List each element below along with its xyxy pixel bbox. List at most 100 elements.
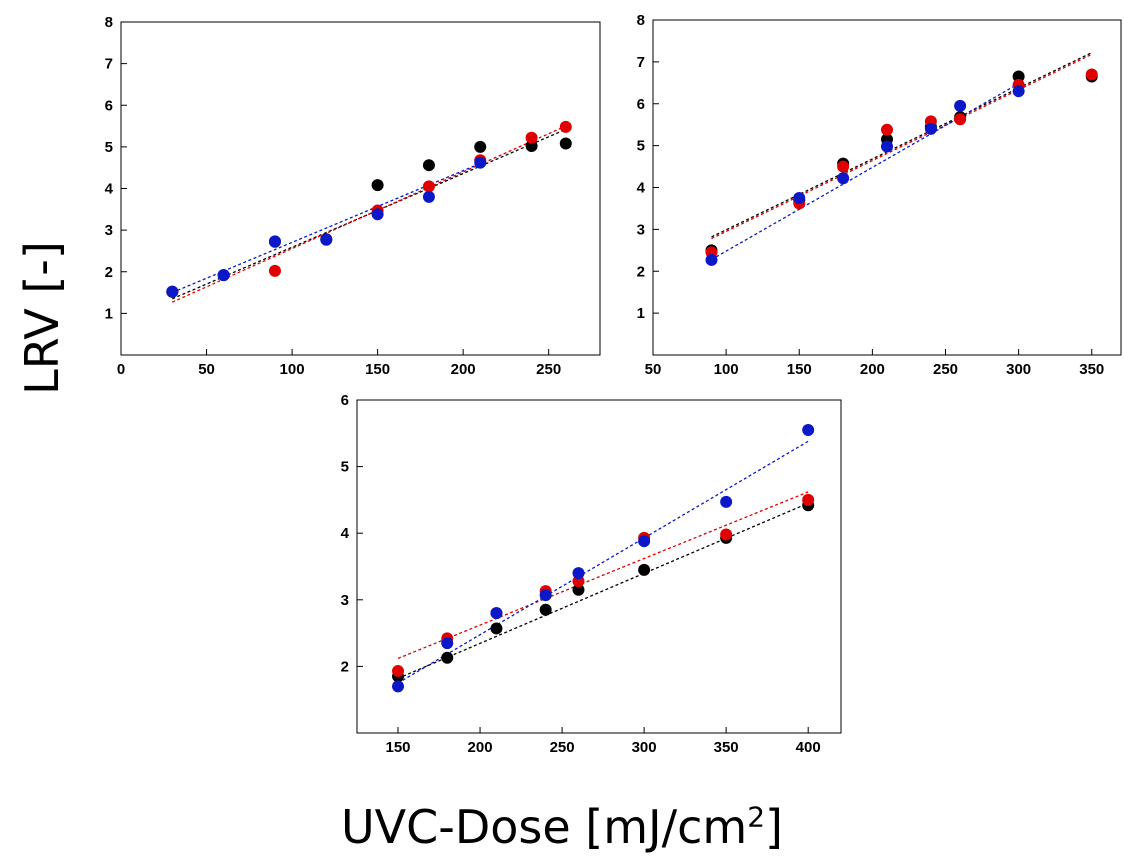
x-tick-label: 50 xyxy=(645,361,662,378)
y-tick-label: 2 xyxy=(637,263,645,280)
data-point-blue xyxy=(539,589,552,602)
data-point-blue xyxy=(268,235,281,248)
data-point-red xyxy=(881,123,893,136)
data-point-blue xyxy=(1012,85,1025,98)
data-point-red xyxy=(837,160,850,173)
y-tick-label: 5 xyxy=(341,459,349,476)
data-point-blue xyxy=(837,172,850,185)
chart-panel-3: 150 200 250 300 350 400 2 3 4 5 6 xyxy=(341,392,842,756)
y-tick-label: 5 xyxy=(637,138,645,155)
fit-line-red xyxy=(711,53,1093,240)
y-tick-label: 1 xyxy=(637,305,645,322)
data-point-blue xyxy=(924,122,937,135)
x-tick-label: 300 xyxy=(632,739,657,756)
fit-line-red xyxy=(397,491,809,660)
y-tick-label: 8 xyxy=(637,12,645,29)
data-point-red xyxy=(802,493,815,506)
y-tick-label: 2 xyxy=(105,264,113,281)
data-point-red xyxy=(422,180,435,193)
x-tick-label: 250 xyxy=(536,361,561,378)
y-tick-label: 4 xyxy=(341,525,350,542)
data-point-red xyxy=(559,120,572,133)
data-point-black xyxy=(474,140,487,153)
x-tick-label: 100 xyxy=(714,361,739,378)
fit-line-red xyxy=(172,125,567,303)
data-point-black xyxy=(1012,70,1025,83)
y-tick-label: 7 xyxy=(637,54,645,71)
x-tick-label: 200 xyxy=(468,739,493,756)
data-point-blue xyxy=(422,190,435,203)
data-point-black xyxy=(525,140,538,153)
y-tick-label: 6 xyxy=(637,96,645,113)
data-point-blue xyxy=(441,637,454,650)
plot-frame xyxy=(356,399,842,734)
x-axis-label: UVC-Dose [mJ/cm2] xyxy=(0,800,1124,854)
fit-line-blue xyxy=(397,440,809,684)
x-tick-label: 200 xyxy=(451,361,476,378)
fit-line-black xyxy=(711,52,1093,238)
x-tick-label: 200 xyxy=(860,361,885,378)
data-point-blue xyxy=(705,253,718,266)
y-tick-label: 5 xyxy=(105,139,113,156)
data-point-black xyxy=(539,603,552,616)
y-tick-label: 6 xyxy=(341,392,349,409)
x-tick-label: 150 xyxy=(386,739,411,756)
data-point-red xyxy=(392,665,405,678)
data-point-red xyxy=(954,113,967,126)
y-tick-label: 4 xyxy=(637,180,646,197)
plot-frame xyxy=(120,21,601,356)
fit-line-black xyxy=(397,502,809,679)
y-tick-label: 3 xyxy=(637,221,645,238)
y-tick-label: 3 xyxy=(341,592,349,609)
data-point-blue xyxy=(490,607,503,620)
data-point-blue xyxy=(320,233,333,246)
plot-frame xyxy=(652,19,1122,356)
data-point-black xyxy=(371,179,384,192)
data-point-blue xyxy=(217,269,230,282)
x-tick-label: 50 xyxy=(198,361,215,378)
data-point-blue xyxy=(572,567,585,580)
data-point-blue xyxy=(638,535,651,548)
data-point-black xyxy=(422,159,435,172)
data-point-red xyxy=(268,264,281,277)
data-point-black xyxy=(559,137,572,150)
x-tick-label: 400 xyxy=(796,739,821,756)
data-point-blue xyxy=(474,156,487,169)
x-tick-label: 100 xyxy=(280,361,305,378)
x-tick-label: 250 xyxy=(933,361,958,378)
data-point-red xyxy=(525,131,538,144)
y-tick-label: 8 xyxy=(105,14,113,31)
data-point-blue xyxy=(392,680,405,693)
data-point-red xyxy=(720,528,733,541)
x-axis-label-text: UVC-Dose [mJ/cm xyxy=(340,800,748,854)
chart-panel-1: 0 50 100 150 200 250 1 2 3 4 5 6 7 8 xyxy=(105,14,601,378)
chart-panel-2: 50 100 150 200 250 300 350 1 2 3 4 5 6 7 8 xyxy=(637,12,1122,378)
data-point-black xyxy=(638,563,651,576)
y-tick-label: 3 xyxy=(105,222,113,239)
data-point-blue xyxy=(793,191,806,204)
data-point-blue xyxy=(371,208,384,221)
data-point-black xyxy=(572,583,585,596)
x-tick-label: 250 xyxy=(550,739,575,756)
y-axis-label-text: LRV [-] xyxy=(15,241,69,395)
data-point-black xyxy=(490,622,503,635)
y-tick-label: 2 xyxy=(341,658,349,675)
x-tick-label: 150 xyxy=(365,361,390,378)
data-point-red xyxy=(1085,68,1098,81)
data-point-black xyxy=(441,651,454,664)
x-axis-label-superscript: 2 xyxy=(747,800,766,834)
data-point-blue xyxy=(166,285,179,298)
data-point-blue xyxy=(720,495,733,508)
y-tick-label: 6 xyxy=(105,97,113,114)
x-axis-label-suffix: ] xyxy=(765,800,783,854)
x-tick-label: 350 xyxy=(1079,361,1104,378)
x-tick-label: 350 xyxy=(714,739,739,756)
data-point-blue xyxy=(881,140,893,153)
data-point-blue xyxy=(802,423,815,436)
x-tick-label: 0 xyxy=(117,361,125,378)
fit-line-blue xyxy=(711,83,1019,261)
x-tick-label: 150 xyxy=(787,361,812,378)
data-point-blue xyxy=(954,99,967,112)
x-tick-label: 300 xyxy=(1006,361,1031,378)
